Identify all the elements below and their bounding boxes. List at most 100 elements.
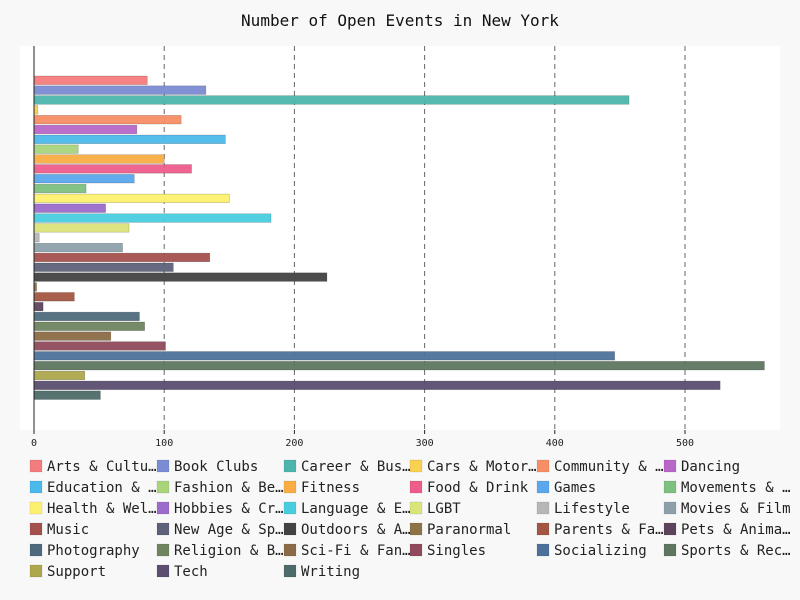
legend-label: Cars & Motor… xyxy=(427,459,537,475)
legend-label: Tech xyxy=(174,564,208,580)
legend-label: Pets & Anima… xyxy=(681,522,791,538)
legend-swatch xyxy=(409,459,423,473)
chart-title: Number of Open Events in New York xyxy=(241,11,559,30)
legend-label: Writing xyxy=(301,564,360,580)
bar-singles xyxy=(33,341,166,351)
legend-label: Career & Bus… xyxy=(301,459,411,475)
bar-pets-animals xyxy=(33,302,44,312)
legend-swatch xyxy=(156,480,170,494)
bar-support xyxy=(33,370,86,381)
legend-swatch xyxy=(536,543,550,557)
bar-health-wellbeing xyxy=(33,193,230,203)
legend-swatch xyxy=(156,522,170,536)
x-tick-label: 500 xyxy=(676,438,694,449)
x-tick-label: 400 xyxy=(546,438,564,449)
legend-label: Fitness xyxy=(301,480,360,496)
legend-swatch xyxy=(283,459,297,473)
legend-swatch xyxy=(536,522,550,536)
legend-label: Parents & Fa… xyxy=(554,522,664,538)
legend-label: Photography xyxy=(47,543,140,559)
bar-lgbt xyxy=(33,223,130,233)
bar-career-business xyxy=(33,95,630,105)
legend-label: New Age & Sp… xyxy=(174,522,284,538)
legend-label: LGBT xyxy=(427,501,461,517)
legend-swatch xyxy=(409,543,423,557)
legend-label: Sports & Rec… xyxy=(681,543,791,559)
legend-swatch xyxy=(663,522,677,536)
legend-label: Movies & Film xyxy=(681,501,791,517)
bar-lifestyle xyxy=(33,233,40,243)
legend-label: Dancing xyxy=(681,459,740,475)
x-tick-label: 100 xyxy=(155,438,173,449)
legend-swatch xyxy=(29,459,43,473)
bar-sci-fi-fantasy xyxy=(33,331,112,341)
bar-cars-motorcycles xyxy=(33,105,39,115)
bar-fashion-beauty xyxy=(33,144,79,154)
legend-label: Health & Wel… xyxy=(47,501,157,517)
legend-label: Hobbies & Cr… xyxy=(174,501,284,517)
legend-swatch xyxy=(409,480,423,494)
bar-outdoors-adventure xyxy=(33,272,328,282)
legend-swatch xyxy=(409,501,423,515)
bar-fitness xyxy=(33,154,165,164)
legend-swatch xyxy=(156,543,170,557)
bar-arts-culture xyxy=(33,75,148,85)
legend-label: Games xyxy=(554,480,596,496)
legend-label: Community & … xyxy=(554,459,664,475)
legend-label: Fashion & Be… xyxy=(174,480,284,496)
legend-swatch xyxy=(536,459,550,473)
legend-swatch xyxy=(29,480,43,494)
legend-label: Singles xyxy=(427,543,486,559)
bar-tech xyxy=(33,380,721,390)
legend-swatch xyxy=(29,501,43,515)
x-tick-label: 200 xyxy=(285,438,303,449)
x-axis-ticks: 0 100 200 300 400 500 xyxy=(31,430,694,449)
legend-swatch xyxy=(156,459,170,473)
legend-label: Food & Drink xyxy=(427,480,529,496)
legend-label: Lifestyle xyxy=(554,501,630,517)
bar-parents-family xyxy=(33,292,75,302)
bar-new-age-spirituality xyxy=(33,262,174,272)
legend-swatch xyxy=(29,522,43,536)
bar-education-learning xyxy=(33,134,226,144)
bar-movies-film xyxy=(33,242,123,253)
legend-swatch xyxy=(663,459,677,473)
legend-swatch xyxy=(283,522,297,536)
legend-label: Socializing xyxy=(554,543,647,559)
bar-dancing xyxy=(33,124,138,135)
bar-food-drink xyxy=(33,164,192,174)
bar-music xyxy=(33,252,211,263)
x-tick-label: 300 xyxy=(416,438,434,449)
legend-label: Outdoors & A… xyxy=(301,522,411,538)
legend-label: Arts & Cultu… xyxy=(47,459,157,475)
legend-label: Support xyxy=(47,564,106,580)
bar-games xyxy=(33,174,135,184)
legend-label: Language & E… xyxy=(301,501,411,517)
legend-swatch xyxy=(29,543,43,557)
legend-label: Paranormal xyxy=(427,522,511,538)
bar-socializing xyxy=(33,351,615,361)
legend-label: Movements & … xyxy=(681,480,791,496)
legend-label: Education & … xyxy=(47,480,157,496)
bar-community-environment xyxy=(33,115,182,125)
legend: Arts & Cultu… Book Clubs Career & Bus… Cars… xyxy=(29,459,791,580)
legend-swatch xyxy=(663,543,677,557)
legend-swatch xyxy=(283,501,297,515)
legend-label: Music xyxy=(47,522,89,538)
legend-swatch xyxy=(156,564,170,578)
legend-swatch xyxy=(663,480,677,494)
legend-swatch xyxy=(283,543,297,557)
legend-swatch xyxy=(283,564,297,578)
bar-photography xyxy=(33,311,140,322)
legend-label: Religion & B… xyxy=(174,543,284,559)
bar-sports-recreation xyxy=(33,361,765,371)
legend-swatch xyxy=(29,564,43,578)
bar-book-clubs xyxy=(33,85,207,95)
x-tick-label: 0 xyxy=(31,438,37,449)
bar-hobbies-crafts xyxy=(33,203,106,213)
bar-movements-politics xyxy=(33,183,87,194)
bar-religion-beliefs xyxy=(33,321,145,331)
legend-label: Book Clubs xyxy=(174,459,258,475)
legend-label: Sci-Fi & Fan… xyxy=(301,543,411,559)
